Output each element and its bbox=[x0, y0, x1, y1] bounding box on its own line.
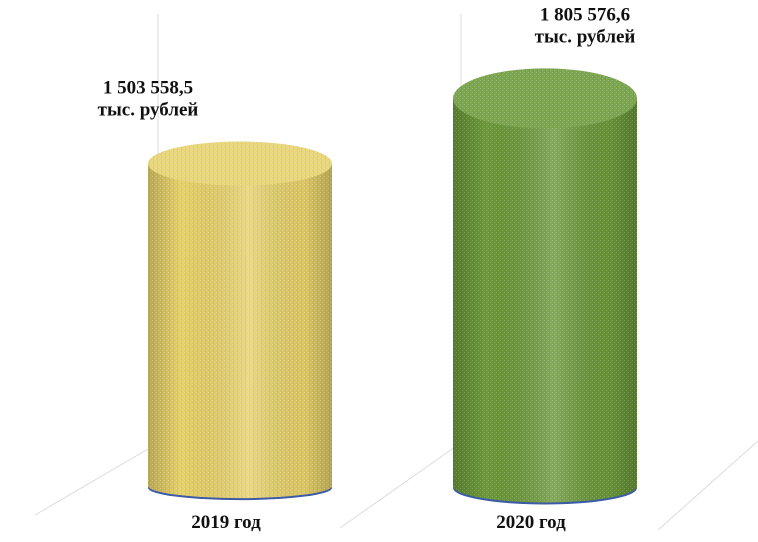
floor-line-3 bbox=[657, 440, 758, 531]
data-label-1-line-2: тыс. рублей bbox=[98, 100, 199, 121]
data-label-2-line-1: 1 805 576,6 bbox=[540, 4, 630, 25]
floor-line-1 bbox=[34, 441, 161, 516]
bar-2-top-texture bbox=[453, 68, 637, 129]
bar-1-texture bbox=[148, 163, 332, 499]
data-label-1-line-1: 1 503 558,5 bbox=[103, 78, 193, 99]
bars bbox=[148, 68, 637, 505]
floor-line-2 bbox=[339, 441, 463, 529]
bar-1-top-texture bbox=[148, 141, 332, 186]
category-label-1: 2019 год bbox=[191, 512, 261, 533]
bar-2 bbox=[453, 68, 637, 505]
category-labels: 2019 год 2020 год bbox=[191, 512, 566, 533]
bar-2-texture bbox=[453, 98, 637, 503]
category-label-2: 2020 год bbox=[496, 512, 566, 533]
data-label-2-line-2: тыс. рублей bbox=[535, 26, 636, 47]
bar-1 bbox=[148, 141, 332, 501]
